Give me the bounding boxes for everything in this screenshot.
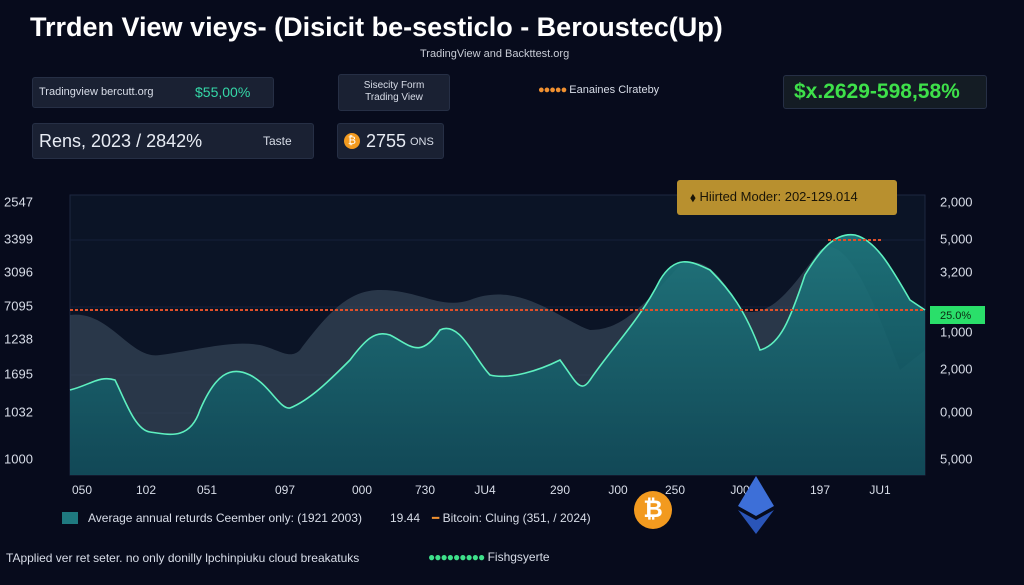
source-line: Trading View — [365, 92, 423, 103]
site-box: Tradingview bercutt.org $55,00% — [32, 77, 274, 108]
legend-value: 19.44 — [390, 511, 421, 525]
left-axis-label: 2547 — [4, 194, 33, 209]
x-axis-label: 290 — [550, 483, 570, 497]
x-axis-label: 250 — [665, 483, 685, 497]
left-axis-label: 3399 — [4, 231, 33, 246]
subtitle: TradingView and Backttest.org — [420, 48, 570, 60]
legend-series2-text: Bitcoin: Cluing (351, / 2024) — [442, 511, 591, 525]
left-axis: 2547 3399 3096 7095 1238 1695 1032 1000 — [4, 194, 33, 466]
legend-text: Eanaines Clrateby — [569, 84, 660, 96]
series-area — [70, 234, 925, 475]
left-axis-label: 7095 — [4, 298, 33, 313]
tooltip: ⬧ Hiirted Moder: 202-129.014 — [690, 189, 858, 204]
source-box: Sisecity Form Trading View — [338, 74, 450, 111]
chart: ⬧ Hiirted Moder: 202-129.014 25.0% 2547 3… — [4, 180, 985, 497]
x-axis-label: 000 — [352, 483, 372, 497]
x-axis-label: 050 — [72, 483, 92, 497]
right-axis-label: 1,000 — [940, 324, 973, 339]
footer-note: TApplied ver ret seter. no only donilly … — [6, 551, 360, 565]
headline: $x.2629-598,58% — [794, 80, 960, 103]
site: Tradingview bercutt.org — [39, 86, 154, 98]
left-axis-label: 1000 — [4, 451, 33, 466]
taste: Taste — [263, 134, 292, 148]
price: $55,00% — [195, 84, 251, 100]
footer-status-text: Fishgsyerte — [487, 550, 550, 564]
right-axis-label: 5,000 — [940, 451, 973, 466]
range: Rens, 2023 / 2842% — [39, 131, 203, 151]
left-axis-label: 3096 — [4, 264, 33, 279]
tooltip-box — [677, 180, 897, 215]
headline-box: $x.2629-598,58% — [783, 75, 987, 109]
right-axis-label: 0,000 — [940, 404, 973, 419]
legend-note: ●●●●● Eanaines Clrateby — [538, 84, 660, 96]
title: Trrden View vieys- (Disicit be-sesticlo … — [30, 12, 723, 42]
x-axis-label: 197 — [810, 483, 830, 497]
ethereum-icon — [738, 476, 774, 534]
x-axis-label: J00 — [608, 483, 628, 497]
left-axis-label: 1238 — [4, 331, 33, 346]
x-axis-label: 097 — [275, 483, 295, 497]
right-axis-label: 5,000 — [940, 231, 973, 246]
bitcoin-icon: ₿ — [634, 491, 672, 529]
legend-series1: Average annual returds Ceember only: (19… — [88, 511, 362, 525]
x-axis-label: 051 — [197, 483, 217, 497]
left-axis-label: 1695 — [4, 366, 33, 381]
x-axis-label: J00 — [730, 483, 750, 497]
x-axis-label: JU4 — [474, 483, 496, 497]
footer-status: ●●●●●●●●● Fishgsyerte — [428, 550, 550, 564]
coin-box: ₿ 2755 ONS — [337, 123, 444, 159]
marker: 25.0% — [940, 310, 971, 322]
source-line: Sisecity Form — [363, 80, 425, 91]
coin-unit: ONS — [410, 136, 434, 148]
right-axis-label: 3,200 — [940, 264, 973, 279]
right-axis-label: 2,000 — [940, 361, 973, 376]
x-axis-label: 730 — [415, 483, 435, 497]
coin-icon: ₿ — [344, 133, 360, 149]
right-axis-label: 2,000 — [940, 194, 973, 209]
marker-box — [930, 306, 985, 324]
x-axis: 050 102 051 097 000 730 JU4 290 J00 250 J00 197 JU1 — [72, 483, 891, 497]
right-axis: 2,000 5,000 3,200 1,000 2,000 0,000 5,000 — [940, 194, 973, 466]
coin-value: 2755 — [366, 131, 407, 151]
tooltip-text: Hiirted Moder: 202-129.014 — [699, 189, 857, 204]
x-axis-label: JU1 — [869, 483, 891, 497]
left-axis-label: 1032 — [4, 404, 33, 419]
legend-series2: ━ Bitcoin: Cluing (351, / 2024) — [432, 511, 591, 525]
series-line — [69, 233, 926, 436]
range-box: Rens, 2023 / 2842% Taste — [32, 123, 314, 159]
legend-swatch — [62, 512, 78, 524]
x-axis-label: 102 — [136, 483, 156, 497]
